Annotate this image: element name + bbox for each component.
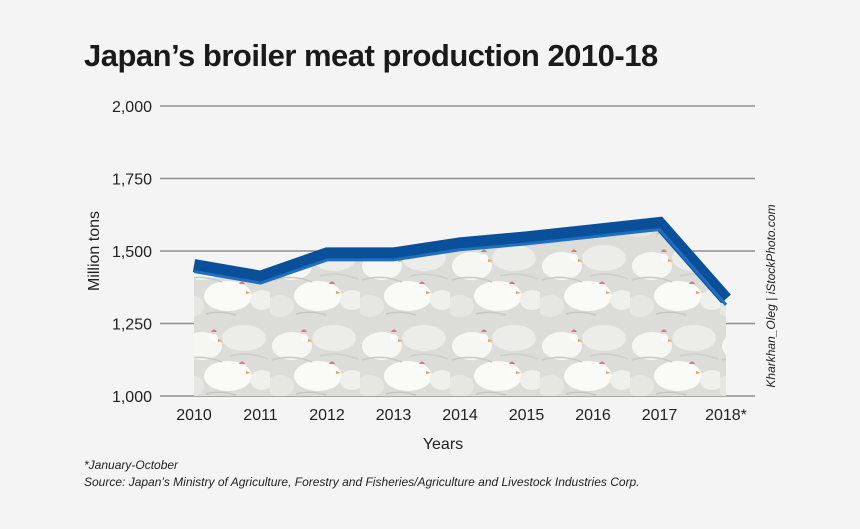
x-tick-label: 2010 [176,407,212,424]
source-note: Source: Japan’s Ministry of Agriculture,… [84,475,640,489]
x-tick-labels: 2010 2011 2012 2013 2014 2015 2016 2017 2018* [176,407,747,424]
x-tick-label: 2018* [705,407,747,424]
y-axis-label: Million tons [86,211,103,291]
chart-title: Japan’s broiler meat production 2010-18 [84,38,658,73]
y-tick-label: 1,500 [112,244,152,261]
y-tick-labels: 1,000 1,250 1,500 1,750 2,000 [112,99,152,406]
area-fill [194,223,726,396]
x-tick-label: 2014 [442,407,478,424]
y-tick-label: 1,000 [112,389,152,406]
x-tick-label: 2012 [309,407,345,424]
x-tick-label: 2017 [642,407,678,424]
y-tick-label: 2,000 [112,99,152,116]
x-axis-label: Years [423,436,463,453]
y-tick-label: 1,750 [112,172,152,189]
footnote: *January-October [84,458,179,472]
photo-credit: Kharkhan_Oleg | iStockPhoto.com [764,204,778,387]
y-tick-label: 1,250 [112,317,152,334]
data-points [193,223,727,299]
x-tick-label: 2013 [376,407,412,424]
series-line-highlight [193,227,728,306]
x-tick-label: 2016 [575,407,611,424]
x-tick-label: 2011 [243,407,278,424]
x-tick-label: 2015 [509,407,545,424]
